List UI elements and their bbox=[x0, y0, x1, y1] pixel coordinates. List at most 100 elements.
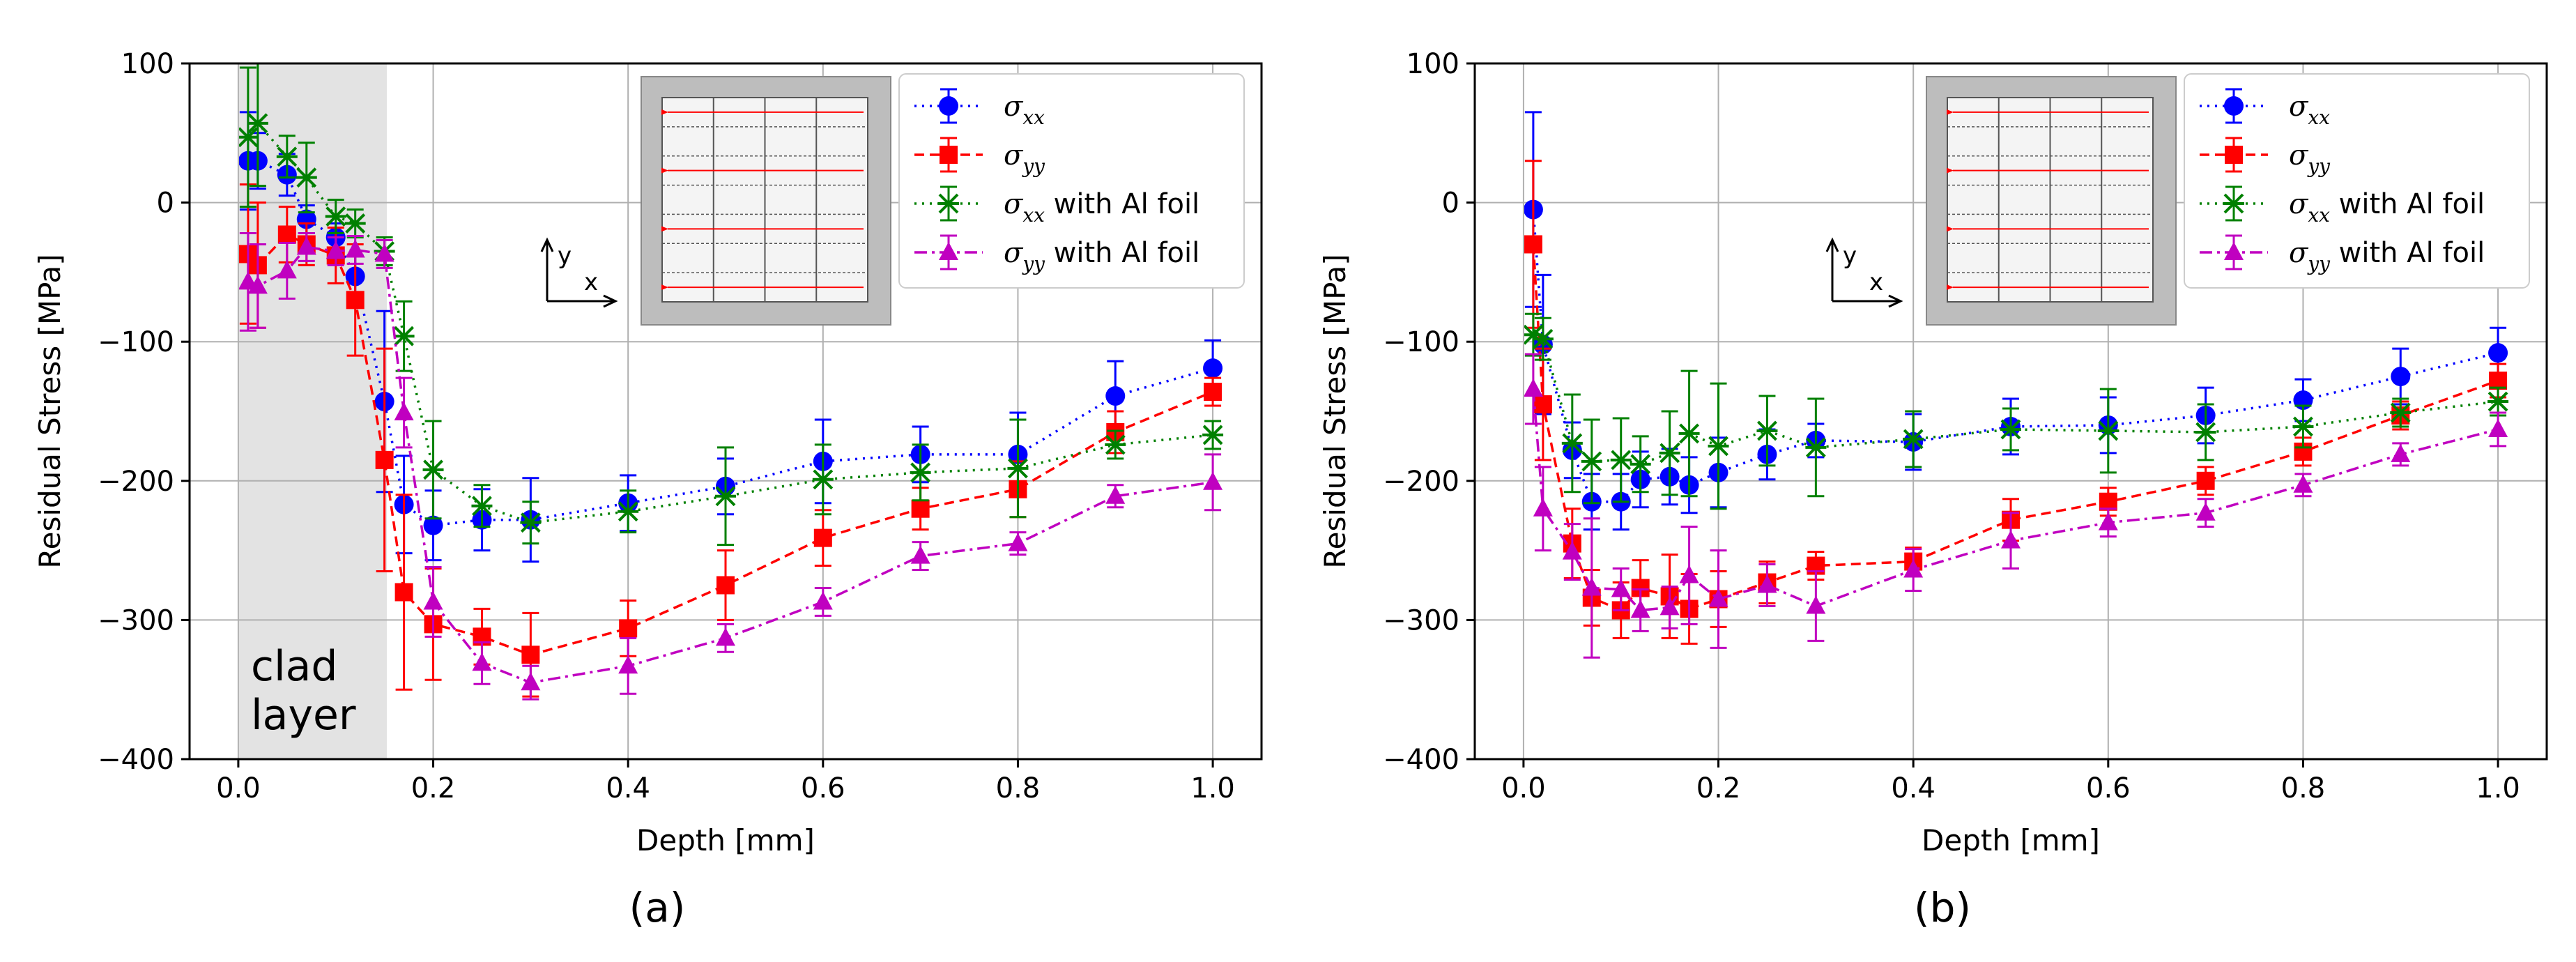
data-point-syy bbox=[375, 450, 394, 469]
data-point-sxx bbox=[2488, 343, 2508, 363]
data-point-syy_foil bbox=[521, 672, 541, 691]
data-point-sxx bbox=[1105, 386, 1126, 406]
legend-entry-syy_foil: σyy with Al foil bbox=[2200, 234, 2485, 275]
data-point-syy_foil bbox=[247, 275, 268, 294]
y-axis-label: Residual Stress [MPa] bbox=[1318, 254, 1352, 568]
data-point-sxx_foil bbox=[1561, 433, 1583, 454]
panel-label-a: (a) bbox=[629, 884, 686, 931]
series-syy_foil bbox=[239, 232, 1223, 701]
y-tick-label: 0 bbox=[1442, 188, 1459, 220]
y-tick-label: −100 bbox=[98, 326, 174, 358]
clad-layer-annotation: clad bbox=[251, 642, 338, 691]
series-syy_foil bbox=[1524, 353, 2508, 659]
legend-marker bbox=[938, 193, 959, 214]
data-point-sxx_foil bbox=[1756, 420, 1778, 441]
series-line-syy_foil bbox=[1532, 388, 2499, 612]
data-point-syy_foil bbox=[2488, 418, 2508, 437]
data-point-sxx bbox=[2391, 367, 2411, 387]
data-point-syy_foil bbox=[1562, 541, 1582, 560]
data-point-sxx_foil bbox=[1708, 436, 1729, 457]
data-point-sxx_foil bbox=[2390, 402, 2412, 423]
data-point-syy_foil bbox=[1806, 595, 1826, 614]
plot-frame bbox=[1473, 62, 2548, 761]
data-point-syy_foil bbox=[618, 655, 638, 674]
data-point-sxx_foil bbox=[2000, 419, 2021, 440]
data-point-syy_foil bbox=[2195, 502, 2216, 521]
data-point-syy bbox=[1204, 383, 1222, 402]
x-tick-label: 0.0 bbox=[1501, 772, 1546, 804]
data-point-syy_foil bbox=[1533, 498, 1553, 517]
axis-ticks: 0.0 0.2 0.4 0.6 0.8 1.0 100 0 −100 −200 −300 −400 bbox=[98, 48, 1235, 804]
data-point-syy_foil bbox=[394, 402, 414, 420]
clad-layer-shade bbox=[239, 63, 387, 759]
y-tick-label: −100 bbox=[1383, 326, 1459, 358]
legend-label: σxx with Al foil bbox=[2289, 188, 2485, 227]
y-tick-label: 100 bbox=[121, 48, 174, 80]
y-tick-label: −300 bbox=[1383, 604, 1459, 636]
y-axis-label: Residual Stress [MPa] bbox=[33, 254, 67, 568]
legend-marker bbox=[2223, 193, 2244, 214]
legend-entry-syy: σyy bbox=[914, 137, 1045, 178]
data-point-syy_foil bbox=[423, 591, 443, 610]
axis-indicator-x: x bbox=[1869, 268, 1883, 296]
panel-label-b: (b) bbox=[1914, 884, 1971, 931]
legend-marker bbox=[940, 146, 958, 164]
data-point-sxx_foil bbox=[1630, 454, 1651, 475]
data-point-syy bbox=[277, 225, 296, 244]
data-point-sxx_foil bbox=[1532, 328, 1554, 349]
data-point-sxx_foil bbox=[393, 326, 415, 346]
data-point-sxx bbox=[1203, 358, 1223, 379]
axis-indicator-x: x bbox=[584, 268, 598, 296]
data-point-syy_foil bbox=[2293, 474, 2313, 493]
data-point-sxx_foil bbox=[422, 459, 444, 480]
legend-label: σxx bbox=[2289, 91, 2330, 129]
data-point-syy_foil bbox=[1757, 574, 1777, 593]
data-point-sxx_foil bbox=[247, 113, 268, 134]
legend-marker bbox=[2225, 146, 2243, 164]
x-tick-label: 0.6 bbox=[801, 772, 845, 804]
data-point-syy_foil bbox=[1524, 379, 1543, 397]
data-point-syy_foil bbox=[374, 243, 394, 262]
data-point-sxx_foil bbox=[1007, 458, 1029, 479]
data-point-syy_foil bbox=[345, 239, 365, 258]
x-tick-label: 1.0 bbox=[1190, 772, 1235, 804]
data-point-syy_foil bbox=[2098, 512, 2118, 530]
legend: σxx σyy σxx with Al foil σyy with Al foil bbox=[2184, 73, 2530, 289]
data-point-syy_foil bbox=[910, 545, 930, 564]
x-tick-label: 0.2 bbox=[1696, 772, 1741, 804]
data-point-syy_foil bbox=[1611, 579, 1631, 597]
data-point-sxx_foil bbox=[1903, 429, 1924, 450]
data-point-syy_foil bbox=[1708, 588, 1728, 607]
data-point-syy_foil bbox=[813, 591, 833, 610]
data-point-syy bbox=[813, 528, 832, 547]
data-point-sxx_foil bbox=[2292, 416, 2314, 437]
legend-label: σxx bbox=[1004, 91, 1045, 129]
data-point-sxx_foil bbox=[2097, 420, 2119, 441]
data-point-sxx_foil bbox=[715, 486, 736, 507]
data-point-sxx_foil bbox=[812, 469, 834, 490]
data-point-syy_foil bbox=[2001, 530, 2021, 549]
legend-label: σxx with Al foil bbox=[1004, 188, 1199, 227]
series-line-syy bbox=[1532, 244, 2499, 612]
data-point-syy_foil bbox=[325, 240, 346, 259]
axis-indicator-y: y bbox=[1843, 242, 1857, 270]
specimen-inset bbox=[641, 76, 891, 326]
data-point-sxx_foil bbox=[1610, 450, 1632, 471]
x-tick-label: 0.4 bbox=[606, 772, 650, 804]
data-point-sxx_foil bbox=[2195, 422, 2216, 443]
data-point-syy bbox=[1533, 395, 1552, 414]
data-point-sxx_foil bbox=[1678, 423, 1700, 444]
legend-marker bbox=[2224, 96, 2244, 116]
legend-entry-syy_foil: σyy with Al foil bbox=[914, 234, 1199, 275]
data-point-syy_foil bbox=[1630, 600, 1650, 618]
data-point-syy_foil bbox=[2391, 443, 2411, 462]
legend-entry-syy: σyy bbox=[2200, 137, 2331, 178]
axis-ticks: 0.0 0.2 0.4 0.6 0.8 1.0 100 0 −100 −200 −300 −400 bbox=[1383, 48, 2520, 804]
x-tick-label: 0.6 bbox=[2086, 772, 2131, 804]
x-tick-label: 0.4 bbox=[1891, 772, 1935, 804]
legend-marker bbox=[2224, 242, 2244, 260]
data-point-syy_foil bbox=[277, 260, 297, 279]
legend-marker bbox=[939, 96, 958, 116]
specimen-inset bbox=[1926, 76, 2177, 326]
